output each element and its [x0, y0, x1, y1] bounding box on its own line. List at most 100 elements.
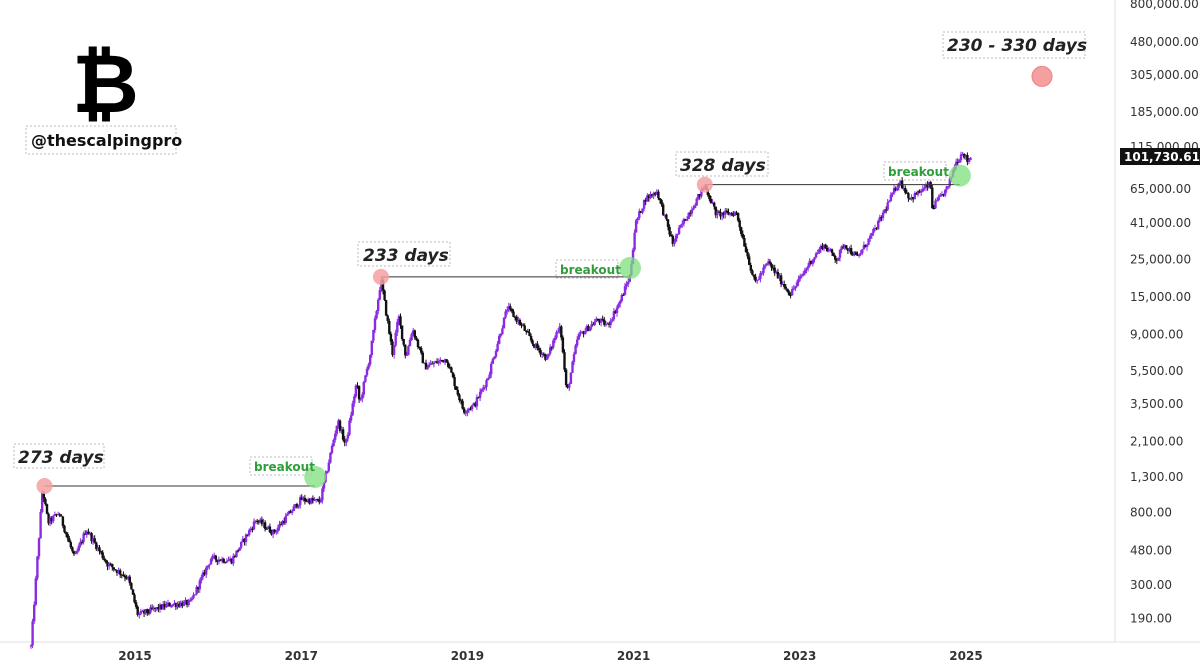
price-axis[interactable]: 800,000.00 480,000.00 305,000.00 185,000.00… [1130, 0, 1199, 626]
candle-body [865, 244, 869, 247]
candle-body [498, 335, 501, 344]
candle-body [263, 522, 267, 529]
candle-body [563, 352, 566, 370]
candle-body [466, 410, 469, 413]
candle-body [241, 538, 244, 542]
candle-body [138, 613, 141, 615]
candle-body [916, 190, 920, 195]
x-tick-label: 2021 [617, 649, 650, 663]
candle-body [91, 538, 95, 542]
candle-body [182, 601, 186, 607]
candle-body [592, 324, 595, 326]
breakout-marker [948, 164, 971, 187]
cycle-lines [44, 184, 960, 487]
candle-body [849, 248, 853, 254]
candle-body [775, 271, 778, 274]
candle-body [574, 345, 577, 355]
candle-body [658, 198, 662, 201]
candle-body [90, 533, 93, 542]
candle-body [214, 555, 217, 560]
candle-body [502, 317, 506, 329]
candle-body [341, 429, 345, 440]
candle-body [641, 208, 644, 213]
candle-body [314, 499, 318, 501]
candle-body [720, 212, 724, 217]
candle-body [744, 246, 748, 253]
candle-body [205, 567, 208, 575]
candle-body [956, 161, 959, 163]
candle-body [149, 607, 152, 613]
candle-body [470, 405, 474, 410]
candle-body [560, 326, 563, 338]
candle-body [749, 265, 752, 271]
candle-body [173, 603, 176, 605]
candle-body [252, 521, 256, 530]
candle-body [533, 344, 536, 348]
candle-body [728, 213, 732, 215]
candle-body [270, 532, 273, 535]
candle-body [607, 323, 611, 325]
time-axis[interactable]: 2015 2017 2019 2021 2023 2025 [118, 649, 982, 663]
y-tick-label: 300.00 [1130, 578, 1172, 592]
candle-body [660, 200, 663, 205]
candle-body [767, 261, 770, 264]
candle-body [71, 547, 74, 552]
candle-body [590, 324, 593, 328]
candle-body [217, 559, 221, 562]
annotation-breakout-2: breakout [555, 259, 621, 279]
candle-body [377, 299, 380, 312]
candle-body [622, 294, 625, 296]
candle-body [346, 434, 350, 439]
candle-body [246, 534, 249, 536]
candle-body [448, 366, 451, 368]
candle-body [248, 530, 251, 536]
candle-body [515, 316, 518, 322]
candle-body [50, 517, 53, 522]
candle-body [286, 514, 289, 516]
candle-body [756, 280, 759, 282]
candle-body [209, 559, 213, 565]
projected-peak-marker [1031, 65, 1053, 87]
candle-body [222, 558, 225, 563]
candle-body [310, 498, 313, 504]
candle-body [392, 345, 396, 355]
candle-body [547, 353, 550, 357]
candle-body [808, 260, 811, 267]
candle-body [555, 332, 558, 338]
candle-body [835, 259, 838, 261]
candle-body [292, 506, 295, 511]
candlestick-series [29, 151, 972, 649]
candle-body [819, 245, 823, 250]
candle-body [491, 359, 494, 364]
candle-body [348, 420, 351, 435]
annotation-projection-text: 230 - 330 days [947, 36, 1087, 56]
candle-body [706, 189, 709, 195]
candle-body [912, 197, 915, 200]
brand-block: ₿ @thescalpingpro [25, 37, 182, 155]
y-tick-label: 800,000.00 [1130, 0, 1199, 11]
candle-body [816, 252, 819, 254]
candle-body [655, 191, 658, 195]
candle-body [123, 575, 127, 578]
candle-body [687, 212, 690, 219]
y-tick-label: 1,300.00 [1130, 470, 1183, 484]
candle-body [499, 334, 502, 336]
candle-body [822, 244, 826, 249]
candle-body [732, 213, 735, 216]
candle-body [435, 361, 439, 364]
candle-body [486, 378, 490, 380]
candle-body [634, 220, 638, 233]
candle-body [717, 211, 721, 213]
candle-body [201, 572, 205, 577]
candle-body [620, 294, 623, 301]
candle-body [157, 607, 160, 610]
candle-body [878, 217, 881, 221]
candle-body [657, 191, 660, 199]
candle-body [773, 267, 776, 274]
candle-body [754, 276, 757, 282]
candle-body [260, 519, 264, 525]
candle-body [763, 265, 767, 268]
candle-body [464, 412, 467, 414]
candle-body [897, 183, 901, 188]
cycle-peak-marker [36, 478, 53, 494]
